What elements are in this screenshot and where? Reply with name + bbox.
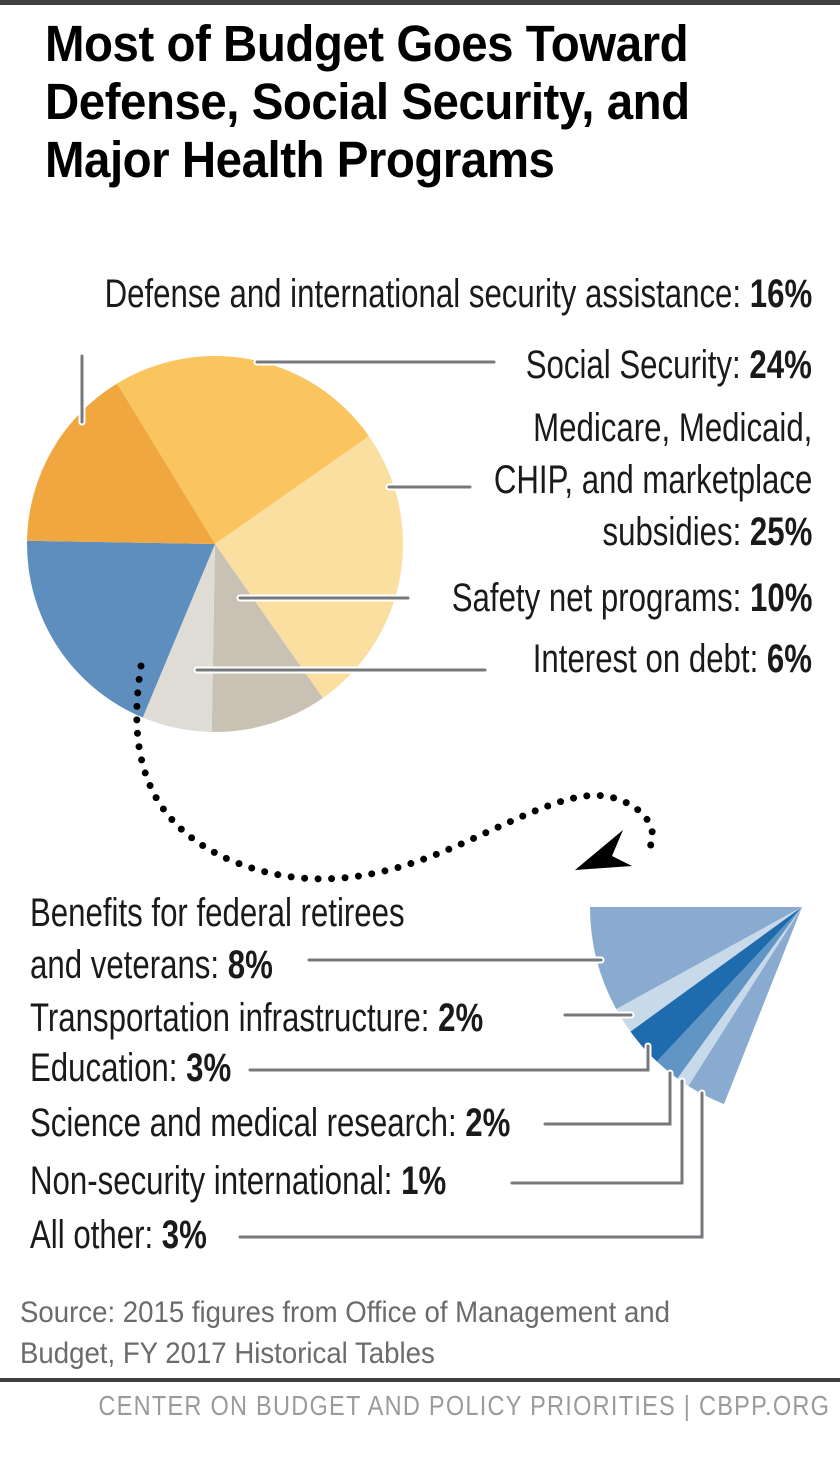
leader-lines <box>78 352 706 1241</box>
science-leader-line <box>543 1071 672 1126</box>
breakout-arrow <box>133 662 656 883</box>
label-defense-text: Defense and international security assis… <box>104 272 750 316</box>
label-medicare-line3: subsidies: <box>602 510 750 554</box>
main-pie-slice-5 <box>27 540 215 718</box>
main-pie-slice-4 <box>142 544 215 732</box>
fan-slice-4 <box>656 907 802 1079</box>
fan-slice-3 <box>630 907 802 1062</box>
label-benefits-line2: and veterans: <box>30 943 228 987</box>
title-line-2: Defense, Social Security, and <box>45 73 690 130</box>
label-transportation-pct: 2% <box>438 996 484 1040</box>
label-interest-text: Interest on debt: <box>532 637 767 681</box>
label-benefits-pct: 8% <box>227 943 273 987</box>
label-safety-net: Safety net programs: 10% <box>451 572 812 624</box>
label-transportation-text: Transportation infrastructure: <box>30 996 439 1040</box>
fan-slice-2 <box>616 907 802 1032</box>
label-interest: Interest on debt: 6% <box>533 633 812 685</box>
title-line-1: Most of Budget Goes Toward <box>45 15 689 72</box>
label-nonsecurity-text: Non-security international: <box>30 1159 402 1203</box>
main-pie-slice-1 <box>117 355 369 544</box>
label-social-pct: 24% <box>749 343 812 387</box>
label-benefits: Benefits for federal retirees and vetera… <box>30 887 405 991</box>
label-safety-pct: 10% <box>749 576 812 620</box>
source-line-2: Budget, FY 2017 Historical Tables <box>20 1337 435 1370</box>
top-accent-bar <box>0 0 840 5</box>
label-science-pct: 2% <box>465 1101 511 1145</box>
label-allother: All other: 3% <box>30 1209 207 1261</box>
label-allother-text: All other: <box>30 1213 162 1257</box>
label-education-text: Education: <box>30 1046 187 1090</box>
label-nonsecurity: Non-security international: 1% <box>30 1155 446 1207</box>
label-transportation: Transportation infrastructure: 2% <box>30 992 483 1044</box>
label-allother-pct: 3% <box>161 1213 207 1257</box>
footer-branding: CENTER ON BUDGET AND POLICY PRIORITIES |… <box>98 1390 830 1421</box>
label-nonsecurity-pct: 1% <box>401 1159 447 1203</box>
fan-slice-6 <box>688 907 802 1105</box>
label-social-text: Social Security: <box>525 343 750 387</box>
fan-slice-5 <box>677 907 802 1086</box>
label-medicare-line1: Medicare, Medicaid, <box>532 406 812 450</box>
label-defense-pct: 16% <box>749 272 812 316</box>
label-science-text: Science and medical research: <box>30 1101 466 1145</box>
label-benefits-line1: Benefits for federal retirees <box>30 891 405 935</box>
label-defense: Defense and international security assis… <box>104 268 812 320</box>
education-leader-line <box>248 1044 650 1072</box>
label-science: Science and medical research: 2% <box>30 1097 510 1149</box>
label-safety-text: Safety net programs: <box>451 576 750 620</box>
main-pie-slice-6 <box>27 383 216 544</box>
label-education-pct: 3% <box>186 1046 232 1090</box>
breakout-fan-chart <box>590 907 802 1105</box>
main-pie-slice-2 <box>215 436 403 698</box>
label-medicare-line2: CHIP, and marketplace <box>493 458 812 502</box>
main-pie-chart <box>27 355 403 732</box>
footer-divider <box>0 1378 840 1382</box>
label-medicare: Medicare, Medicaid, CHIP, and marketplac… <box>493 402 812 558</box>
label-social-security: Social Security: 24% <box>526 339 812 391</box>
fan-slice-1 <box>590 907 802 1010</box>
nonsecurity-leader-line <box>510 1079 684 1185</box>
main-pie-slice-3 <box>211 544 323 732</box>
allother-leader-line <box>238 1091 704 1239</box>
title-line-3: Major Health Programs <box>45 131 555 188</box>
label-medicare-pct: 25% <box>749 510 812 554</box>
arrowhead-icon <box>575 830 632 870</box>
label-interest-pct: 6% <box>766 637 812 681</box>
source-line-1: Source: 2015 figures from Office of Mana… <box>20 1296 670 1329</box>
source-note: Source: 2015 figures from Office of Mana… <box>20 1292 670 1374</box>
page-title: Most of Budget Goes Toward Defense, Soci… <box>45 15 690 189</box>
label-education: Education: 3% <box>30 1042 231 1094</box>
